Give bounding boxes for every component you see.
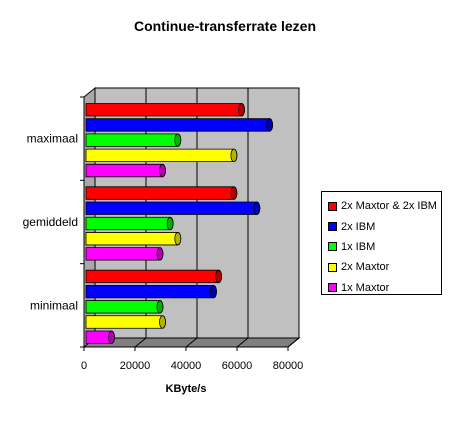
bar-cap — [253, 201, 261, 215]
bar-body — [85, 284, 217, 299]
bar-cap — [210, 284, 217, 299]
bar-cap — [230, 186, 238, 200]
legend-label: 2x Maxtor — [341, 261, 390, 274]
bar — [85, 300, 164, 314]
bar — [85, 247, 164, 261]
bar-cap — [159, 315, 166, 329]
bar — [85, 163, 166, 178]
bar-cap — [159, 163, 166, 178]
category-label: minimaal — [30, 298, 78, 312]
axis-labels: 0 20000 40000 60000 80000 maximaal gemiddeld mi… — [23, 132, 304, 395]
bar-cap — [166, 216, 174, 231]
bar-body — [85, 201, 261, 215]
legend-swatch — [328, 262, 337, 272]
bar — [85, 201, 261, 215]
x-tick-label: 20000 — [120, 360, 151, 372]
legend-swatch — [328, 242, 337, 252]
legend-swatch — [328, 201, 337, 211]
bar — [85, 148, 238, 163]
bar — [85, 216, 174, 231]
bar-body — [85, 133, 182, 147]
bar-cap — [266, 118, 274, 132]
legend-swatch — [328, 283, 337, 293]
legend-label: 2x IBM — [341, 220, 376, 233]
legend-label: 1x Maxtor — [341, 281, 390, 294]
bars — [85, 103, 274, 344]
x-tick-label: 40000 — [171, 360, 202, 372]
bar-cap — [215, 269, 223, 284]
bar-body — [85, 300, 164, 314]
bar — [85, 186, 238, 200]
category-label: gemiddeld — [23, 215, 78, 229]
axes — [80, 96, 289, 351]
legend-item: 2x Maxtor — [328, 257, 441, 277]
bar-body — [85, 216, 174, 231]
legend-swatch — [328, 222, 337, 232]
legend-label: 2x Maxtor & 2x IBM — [341, 200, 437, 213]
bar-cap — [108, 330, 115, 344]
gridline-floor — [236, 337, 249, 348]
chart-title: Continue-transferrate lezen — [133, 18, 317, 34]
x-axis-title: KByte/s — [166, 383, 207, 395]
bar-cap — [238, 103, 245, 117]
bar-cap — [230, 148, 238, 163]
bar — [85, 315, 166, 329]
x-tick-label: 80000 — [273, 360, 304, 372]
legend-item: 1x IBM — [328, 237, 441, 257]
gridline-floor — [134, 337, 147, 348]
bar-cap — [174, 133, 182, 147]
legend-item: 2x Maxtor & 2x IBM — [328, 196, 441, 216]
bar — [85, 232, 182, 246]
x-tick-label: 0 — [81, 360, 87, 372]
bar-body — [85, 269, 222, 284]
bar — [85, 103, 245, 117]
bar-body — [85, 118, 273, 132]
bar-body — [85, 103, 245, 117]
legend-item: 1x Maxtor — [328, 278, 441, 298]
bar-cap — [174, 232, 182, 246]
bar — [85, 118, 274, 132]
category-label: maximaal — [27, 132, 78, 146]
bar — [85, 269, 223, 284]
bar-body — [85, 315, 166, 329]
bar-cap — [156, 247, 164, 261]
bar — [85, 330, 115, 344]
gridline-floor — [287, 337, 300, 348]
bar-body — [85, 186, 238, 200]
x-tick-label: 60000 — [222, 360, 253, 372]
bar — [85, 284, 217, 299]
bar-body — [85, 232, 182, 246]
legend: 2x Maxtor & 2x IBM 2x IBM 1x IBM 2x Maxtor 1… — [321, 191, 442, 295]
bar-cap — [156, 300, 164, 314]
bar-body — [85, 148, 238, 162]
legend-item: 2x IBM — [328, 216, 441, 236]
legend-label: 1x IBM — [341, 240, 376, 253]
gridline-floor — [185, 337, 198, 348]
bar-body — [85, 247, 164, 261]
bar — [85, 133, 182, 147]
bar-body — [85, 163, 166, 178]
